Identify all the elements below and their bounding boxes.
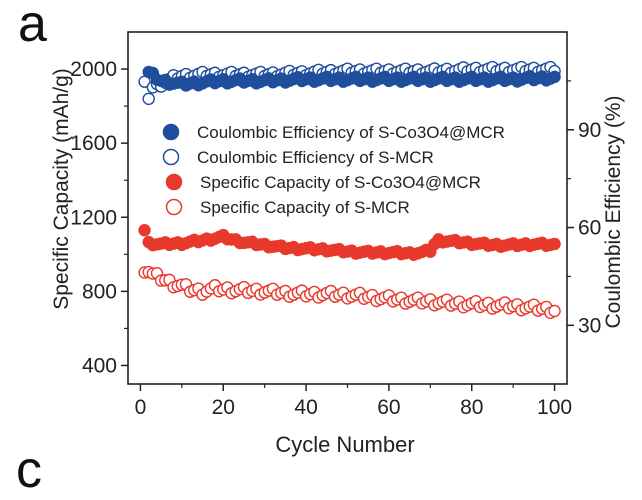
series-0 — [142, 65, 561, 92]
y-right-tick-label: 60 — [578, 217, 601, 240]
legend-marker — [162, 148, 180, 166]
legend-marker — [162, 123, 180, 141]
legend-label: Specific Capacity of S-Co3O4@MCR — [200, 173, 481, 192]
data-marks — [138, 60, 561, 320]
y-right-tick-label: 30 — [578, 314, 601, 337]
y-left-tick-label: 2000 — [70, 58, 117, 81]
panel-label: a — [18, 0, 47, 53]
x-tick-label: 0 — [135, 396, 147, 419]
x-tick-label: 80 — [460, 396, 483, 419]
axis-ticks: 0 20 40 60 80 100 400 800 1200 1600 2000 30 60 90 — [70, 58, 601, 419]
y-left-tick-label: 1200 — [70, 206, 117, 229]
x-tick-label: 20 — [212, 396, 235, 419]
legend-label: Coulombic Efficiency of S-Co3O4@MCR — [197, 123, 505, 142]
y-left-tick-label: 400 — [82, 354, 117, 377]
legend-label: Coulombic Efficiency of S-MCR — [197, 148, 434, 167]
legend-label: Specific Capacity of S-MCR — [200, 198, 410, 217]
legend: Coulombic Efficiency of S-Co3O4@MCR Coulo… — [162, 123, 505, 217]
y-axis-left-label: Specific Capacity (mAh/g) — [50, 68, 73, 310]
data-point — [142, 92, 155, 106]
data-point — [548, 237, 561, 251]
x-tick-label: 60 — [377, 396, 400, 419]
legend-marker — [165, 198, 183, 216]
data-point — [548, 304, 561, 318]
x-tick-label: 100 — [537, 396, 572, 419]
series-3 — [138, 265, 561, 320]
legend-marker — [165, 173, 183, 191]
y-axis-right-label: Coulombic Efficiency (%) — [602, 95, 625, 328]
y-right-tick-label: 90 — [578, 119, 601, 142]
series-2 — [138, 224, 561, 261]
data-point — [138, 224, 151, 237]
chart-canvas: 0 20 40 60 80 100 400 800 1200 1600 2000 30 60 90 Cou… — [50, 31, 625, 457]
y-left-tick-label: 800 — [82, 280, 117, 303]
x-tick-label: 40 — [294, 396, 317, 419]
x-axis-label: Cycle Number — [275, 432, 414, 457]
y-left-tick-label: 1600 — [70, 132, 117, 155]
data-point — [548, 70, 561, 84]
